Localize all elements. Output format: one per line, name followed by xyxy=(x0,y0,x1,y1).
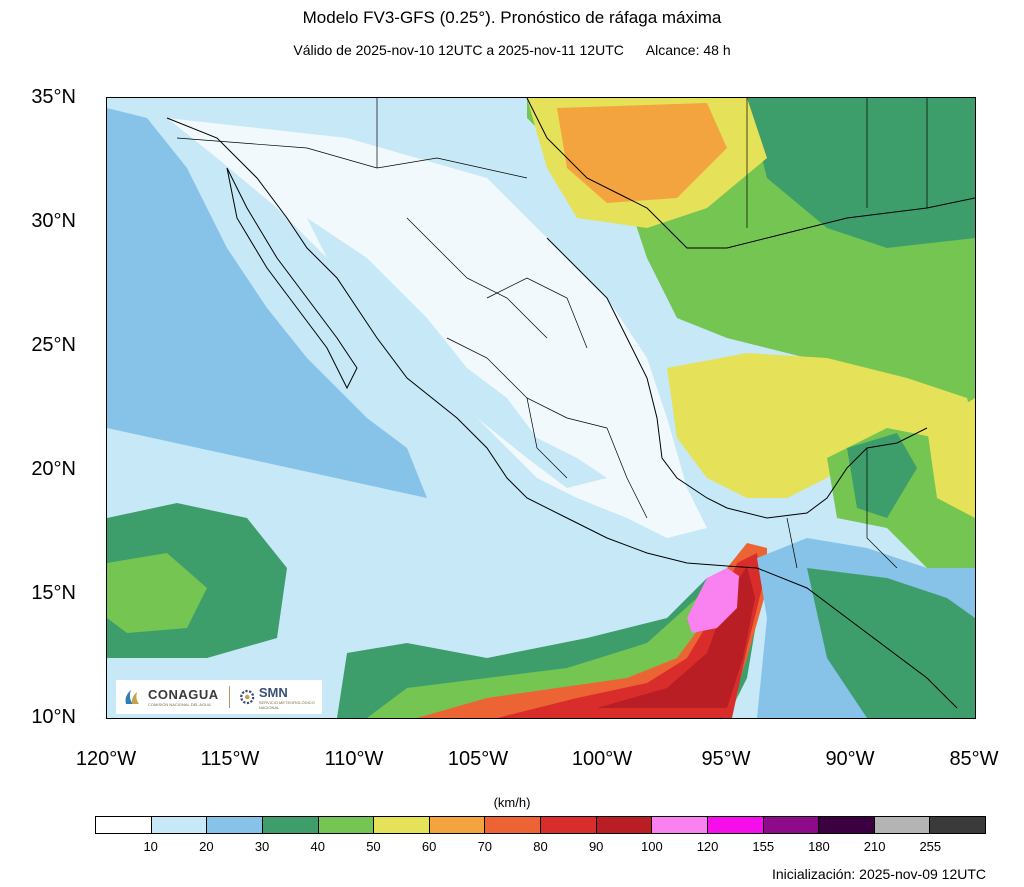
colorbar xyxy=(95,816,986,834)
map-subtitle: Válido de 2025-nov-10 12UTC a 2025-nov-1… xyxy=(0,42,1024,58)
colorbar-tick-label: 90 xyxy=(588,839,604,854)
mexico-land-white xyxy=(167,118,707,538)
guatemala-border xyxy=(786,517,798,569)
coastlines xyxy=(166,98,975,709)
borders xyxy=(176,98,928,569)
lon-label-85w: 85°W xyxy=(949,748,999,770)
pacific-blue-zone xyxy=(107,108,427,498)
colorbar-swatch xyxy=(707,817,764,833)
lat-label-20: 20°N xyxy=(31,458,76,480)
us-south-darkgreen xyxy=(747,98,975,248)
wind-gust-field xyxy=(107,98,975,718)
colorbar-swatch xyxy=(262,817,319,833)
lon-label-120w: 120°W xyxy=(75,748,137,770)
conagua-logo: CONAGUA COMISIÓN NACIONAL DEL AGUA xyxy=(122,686,219,708)
mx-state-5 xyxy=(486,277,588,349)
colorbar-tick-label: 50 xyxy=(366,839,381,854)
baja-california xyxy=(226,167,358,390)
smn-logo: SMN SERVICIO METEOROLÓGICO NACIONAL xyxy=(239,685,316,710)
smn-gear-icon xyxy=(240,689,255,705)
smn-subtitle: SERVICIO METEOROLÓGICO NACIONAL xyxy=(258,699,315,710)
colorbar-tick-label: 120 xyxy=(696,839,719,854)
logo-separator xyxy=(228,686,230,708)
forecast-map xyxy=(106,97,976,719)
colorbar-tick-label: 255 xyxy=(919,839,942,854)
colorbar-swatch xyxy=(652,817,708,833)
pacific-coast xyxy=(166,117,958,709)
lat-label-10: 10°N xyxy=(31,706,76,728)
mx-state-3 xyxy=(526,397,568,479)
colorbar-tick-label: 10 xyxy=(143,839,158,854)
lon-label-110w: 110°W xyxy=(324,748,384,770)
colorbar-swatch xyxy=(318,817,375,833)
mx-state-4 xyxy=(606,427,648,519)
tehuantepec-max-pink xyxy=(687,568,739,633)
colorbar-swatch xyxy=(429,817,486,833)
mx-state-1 xyxy=(406,217,548,339)
colorbar-swatch xyxy=(374,817,430,833)
lat-label-25: 25°N xyxy=(31,334,76,356)
pacific-lightgreen-patch xyxy=(107,553,207,633)
colorbar-swatch xyxy=(207,817,263,833)
colorbar-swatch xyxy=(541,817,597,833)
lat-label-35: 35°N xyxy=(31,86,76,108)
texas-orange xyxy=(557,103,727,203)
colorbar-tick-label: 180 xyxy=(808,839,830,854)
lon-label-90w: 90°W xyxy=(825,748,875,770)
lon-label-105w: 105°W xyxy=(447,748,509,770)
lon-label-115w: 115°W xyxy=(200,748,260,770)
colorbar-swatch xyxy=(930,817,985,833)
smn-name: SMN xyxy=(258,684,288,700)
caribbean-yellow xyxy=(927,398,975,518)
colorbar-swatch xyxy=(151,817,208,833)
colorbar-swatch xyxy=(96,817,152,833)
lat-label-15: 15°N xyxy=(31,582,76,604)
colorbar-tick-label: 70 xyxy=(477,839,493,854)
colorbar-tick-label: 155 xyxy=(752,839,775,854)
central-america-green xyxy=(807,568,975,718)
colorbar-tick-label: 30 xyxy=(254,839,270,854)
mexico-light-blue xyxy=(307,218,607,488)
colorbar-swatch xyxy=(485,817,541,833)
colorbar-swatch xyxy=(596,817,653,833)
gulf-coast xyxy=(546,237,928,519)
tehuantepec-darkred xyxy=(597,566,755,708)
colorbar-swatch xyxy=(874,817,931,833)
yucatan-darkgreen xyxy=(847,433,917,518)
colorbar-swatch xyxy=(819,817,875,833)
colorbar-tick-label: 100 xyxy=(641,839,663,854)
lon-label-95w: 95°W xyxy=(701,748,751,770)
lon-label-100w: 100°W xyxy=(571,748,633,770)
logo-panel: CONAGUA COMISIÓN NACIONAL DEL AGUA SMN S… xyxy=(116,680,322,714)
conagua-name: CONAGUA xyxy=(148,687,219,702)
us-gulf-coast xyxy=(526,98,975,249)
colorbar-tick-label: 210 xyxy=(863,839,886,854)
colorbar-swatch xyxy=(763,817,820,833)
gulf-yellow xyxy=(667,353,975,498)
colorbar-tick-label: 60 xyxy=(421,839,437,854)
initialization-time: Inicialización: 2025-nov-09 12UTC xyxy=(772,866,986,882)
forecast-range: Alcance: 48 h xyxy=(645,42,731,58)
lat-label-30: 30°N xyxy=(31,210,76,232)
map-title: Modelo FV3-GFS (0.25°). Pronóstico de rá… xyxy=(302,8,722,27)
valid-period: Válido de 2025-nov-10 12UTC a 2025-nov-1… xyxy=(293,42,624,58)
colorbar-tick-label: 20 xyxy=(199,839,214,854)
colorbar-units: (km/h) xyxy=(493,795,531,810)
colorbar-tick-label: 40 xyxy=(310,839,325,854)
colorbar-tick-label: 80 xyxy=(533,839,548,854)
conagua-subtitle: COMISIÓN NACIONAL DEL AGUA xyxy=(148,702,211,707)
conagua-icon xyxy=(125,690,139,704)
belize-border xyxy=(866,448,898,569)
